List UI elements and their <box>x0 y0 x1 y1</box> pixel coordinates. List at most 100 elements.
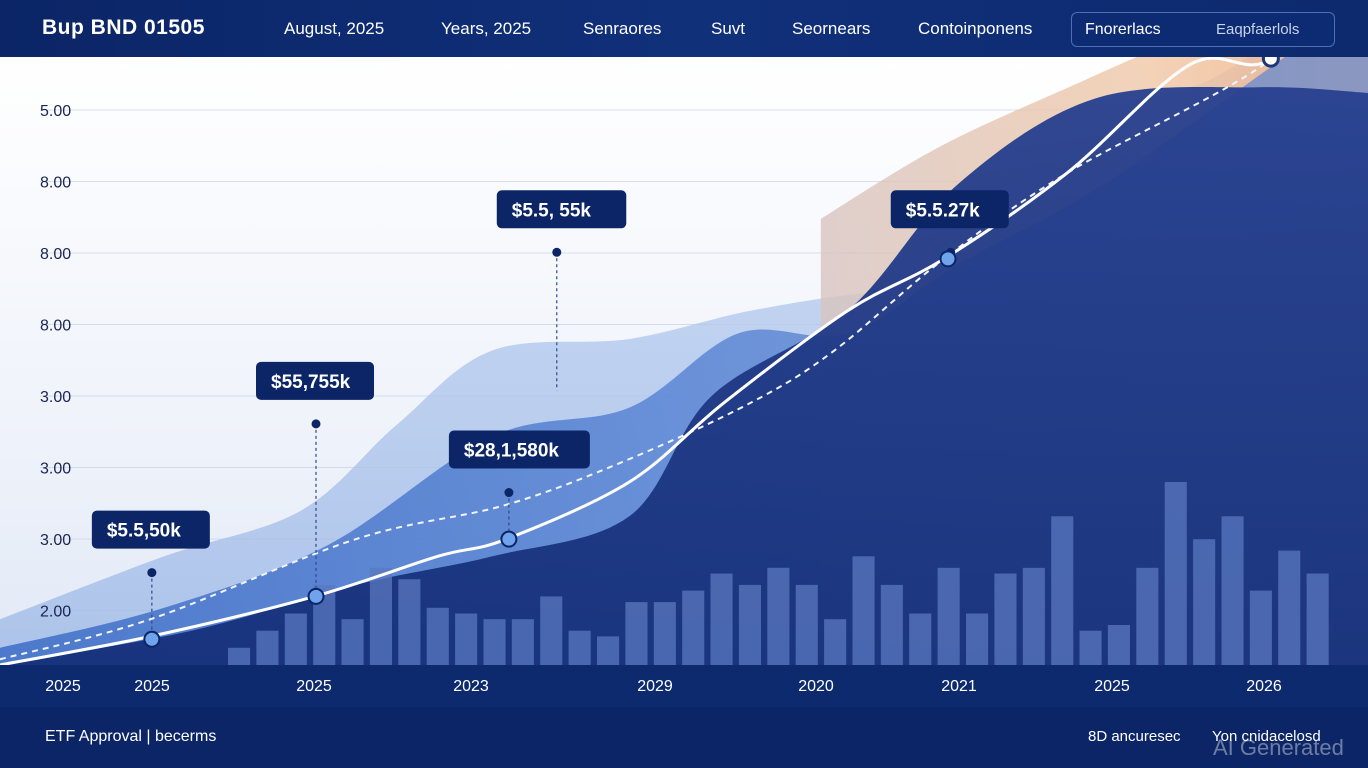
bar <box>1193 539 1216 665</box>
x-tick-label: 2025 <box>134 678 170 695</box>
bar <box>1306 573 1329 665</box>
bar <box>852 556 875 665</box>
bar <box>710 573 733 665</box>
callout-box <box>448 430 590 469</box>
bar <box>398 579 421 665</box>
x-tick-label: 2026 <box>1246 678 1282 695</box>
bar <box>1107 625 1130 665</box>
callout-label: $28,1,580k <box>464 441 560 462</box>
bar <box>511 619 534 665</box>
callout-box <box>91 510 210 549</box>
x-tick-label: 2020 <box>798 678 834 695</box>
nav-item-seornears[interactable]: Seornears <box>792 19 871 38</box>
bar <box>625 602 648 665</box>
bar <box>937 567 960 665</box>
bar <box>228 647 251 665</box>
marker-group <box>143 57 1280 648</box>
x-tick-label: 2025 <box>45 678 81 695</box>
watermark-text: AI Generated <box>1213 735 1344 760</box>
y-tick-label: 3.00 <box>40 389 71 406</box>
bar <box>284 613 307 665</box>
footer-right-label-1: 8D ancuresec <box>1088 728 1181 745</box>
callout-dot <box>552 247 562 257</box>
callout-box <box>496 190 627 229</box>
bar <box>426 607 449 665</box>
data-point-marker <box>1261 57 1280 68</box>
nav-button-group: Fnorerlacs Eaqpfaerlols <box>1071 12 1335 47</box>
area-chart: $5.5,50k $55,755k $28,1,580k $5.5, 55k $5.5.… <box>0 57 1368 707</box>
bar <box>568 630 591 665</box>
dashed-trend-line <box>0 57 1276 661</box>
y-tick-label: 5.00 <box>40 103 71 120</box>
bar <box>880 584 903 665</box>
bar <box>767 567 790 665</box>
y-tick-label: 3.00 <box>40 461 71 478</box>
x-tick-label: 2023 <box>453 678 489 695</box>
y-tick-label: 8.00 <box>40 175 71 192</box>
x-tick-label: 2021 <box>941 678 977 695</box>
nav-item-suvt[interactable]: Suvt <box>711 19 746 38</box>
footer-left-label: ETF Approval | becerms <box>45 728 217 745</box>
x-tick-label: 2029 <box>637 678 673 695</box>
top-navigation-bar: Bup BND 01505 August, 2025 Years, 2025 S… <box>0 0 1368 57</box>
bar <box>1164 482 1187 665</box>
callout-label: $5.5,50k <box>107 521 181 542</box>
x-axis-band <box>0 665 1368 707</box>
bar <box>1249 590 1272 665</box>
main-line <box>0 57 1278 667</box>
bar <box>909 613 932 665</box>
footer-bar: ETF Approval | becerms 8D ancuresec Yon … <box>0 707 1368 768</box>
nav-item-years[interactable]: Years, 2025 <box>441 19 532 38</box>
callout-dot <box>147 568 157 578</box>
callout-label: $5.5, 55k <box>512 200 592 221</box>
bar <box>455 613 478 665</box>
bar <box>256 630 279 665</box>
bar <box>994 573 1017 665</box>
y-axis: 5.00 8.00 8.00 8.00 3.00 3.00 3.00 2.00 <box>40 103 71 621</box>
area-dark-navy <box>0 87 1368 665</box>
nav-box-item-2[interactable]: Eaqpfaerlols <box>1216 21 1300 38</box>
callout-dot <box>504 488 514 498</box>
data-point-marker <box>939 250 957 268</box>
data-point-marker <box>500 530 518 548</box>
data-point-marker <box>143 630 161 648</box>
bar-series-group <box>228 482 1329 665</box>
bar <box>795 584 818 665</box>
bar <box>369 567 392 665</box>
bar <box>653 602 676 665</box>
bar <box>1278 550 1301 665</box>
y-tick-label: 2.00 <box>40 604 71 621</box>
callout-group: $5.5,50k $55,755k $28,1,580k $5.5, 55k $5.5.… <box>91 190 1009 640</box>
data-point-marker <box>307 587 325 605</box>
bar <box>483 619 506 665</box>
callout-label: $55,755k <box>271 372 351 393</box>
bar <box>1221 516 1244 665</box>
footer-right-label-2: Yon cnidacelosd <box>1212 728 1321 745</box>
bar <box>824 619 847 665</box>
y-tick-label: 8.00 <box>40 318 71 335</box>
bar <box>597 636 620 665</box>
line-series-group <box>0 57 1278 667</box>
x-tick-label: 2025 <box>1094 678 1130 695</box>
nav-item-august[interactable]: August, 2025 <box>284 19 385 38</box>
bar <box>1136 567 1159 665</box>
bar <box>738 584 761 665</box>
bar <box>1079 630 1102 665</box>
bar <box>1022 567 1045 665</box>
y-tick-label: 8.00 <box>40 246 71 263</box>
callout-box <box>890 190 1009 229</box>
bar <box>313 584 336 665</box>
bar <box>682 590 705 665</box>
nav-item-senraores[interactable]: Senraores <box>583 19 662 38</box>
brand-title: Bup BND 01505 <box>42 16 205 39</box>
x-axis: 2025 2025 2025 2023 2029 2020 2021 2025 2026 <box>45 678 1282 695</box>
bar <box>966 613 989 665</box>
y-tick-label: 3.00 <box>40 532 71 549</box>
bar <box>341 619 364 665</box>
bar <box>1051 516 1074 665</box>
bar <box>540 596 563 665</box>
nav-item-contoinponens[interactable]: Contoinponens <box>918 19 1033 38</box>
x-tick-label: 2025 <box>296 678 332 695</box>
nav-box-item-1[interactable]: Fnorerlacs <box>1085 21 1161 38</box>
callout-label: $5.5.27k <box>906 200 980 221</box>
